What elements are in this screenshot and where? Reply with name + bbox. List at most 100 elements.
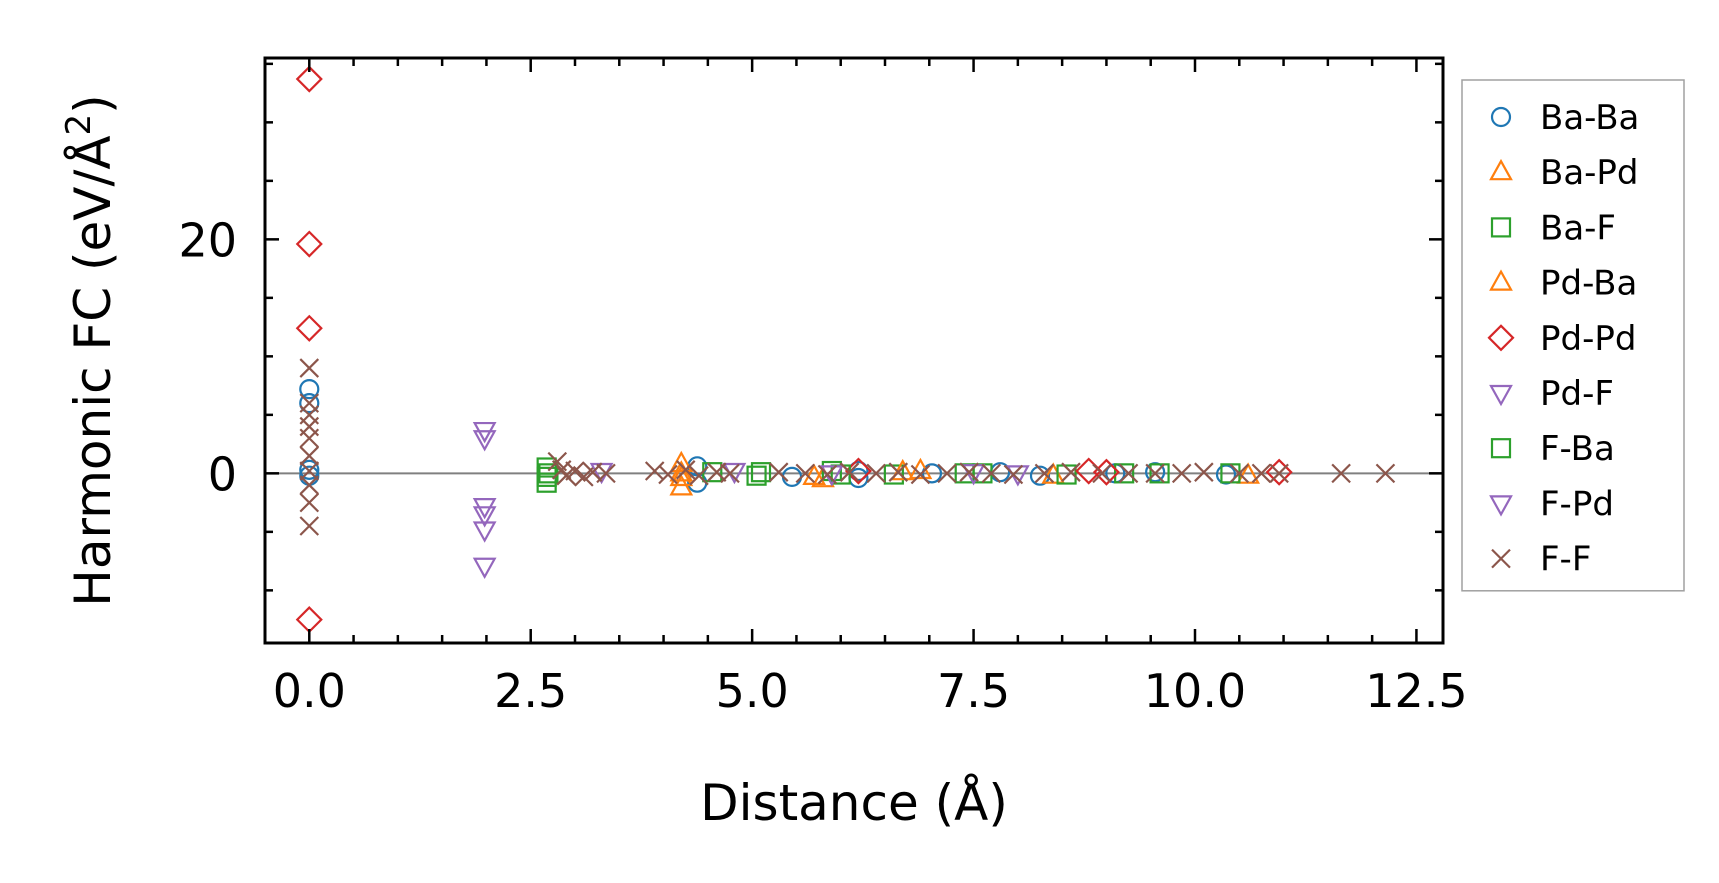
data-point	[295, 65, 323, 93]
data-point	[299, 446, 320, 466]
data-point	[959, 462, 979, 482]
x-axis-label: Distance (Å)	[700, 774, 1008, 832]
data-point	[1003, 464, 1024, 485]
legend-item: Pd-Ba	[1489, 264, 1637, 304]
y-axis-label: Harmonic FC (eV/Å2)	[59, 94, 122, 606]
data-point	[1149, 463, 1170, 484]
legend-label: F-Pd	[1540, 484, 1614, 524]
y-axis-label-superscript: 2	[59, 114, 99, 136]
y-axis-label-close: )	[64, 94, 122, 114]
data-point	[299, 516, 320, 536]
data-point	[1061, 462, 1081, 482]
data-point	[472, 557, 497, 580]
data-point	[299, 459, 320, 480]
data-point	[299, 428, 320, 449]
legend-item: F-Pd	[1489, 484, 1614, 524]
data-point	[472, 506, 497, 528]
data-point	[669, 464, 694, 487]
legend-label: F-F	[1540, 540, 1591, 580]
data-point	[839, 462, 860, 482]
data-point	[768, 462, 789, 482]
data-point	[1265, 458, 1293, 486]
data-point	[1331, 463, 1351, 484]
data-point	[1056, 464, 1077, 485]
data-point	[781, 466, 803, 487]
data-point	[472, 430, 497, 452]
legend-marker	[1489, 495, 1513, 517]
data-point	[1114, 463, 1135, 484]
data-point	[1034, 463, 1055, 484]
legend: Ba-Ba Ba-Pd Ba-F Pd-Ba Pd-Pd Pd-F F-Ba F-Pd F-F	[1461, 79, 1685, 592]
data-point	[750, 462, 772, 483]
legend-item: Pd-Pd	[1487, 319, 1636, 359]
series-pd-f	[472, 421, 497, 580]
data-point	[1118, 463, 1139, 484]
legend-marker	[1490, 438, 1512, 459]
data-point	[802, 463, 827, 485]
legend-label: F-Ba	[1540, 429, 1615, 469]
series-ba-ba	[299, 379, 1237, 493]
legend-label: Pd-F	[1540, 374, 1614, 414]
data-point	[1269, 463, 1289, 484]
legend-item: F-F	[1491, 540, 1591, 580]
y-tick-label: 20	[178, 213, 237, 267]
series-f-f	[299, 358, 1396, 536]
data-point	[299, 379, 320, 400]
data-point	[1236, 462, 1261, 484]
legend-marker	[1489, 269, 1513, 291]
y-axis-label-main: Harmonic FC (eV/Å	[64, 135, 122, 606]
legend-label: Pd-Pd	[1540, 319, 1636, 359]
legend-marker	[1489, 384, 1513, 407]
axes: 0.0 2.5 5.0 7.5 10.0 12.5 0 20 Distance (Å) Harmo…	[59, 56, 1468, 832]
data-point	[565, 461, 585, 481]
y-tick-label: 0	[208, 447, 237, 501]
data-point	[866, 463, 886, 484]
data-point	[1229, 463, 1250, 484]
data-point	[295, 230, 323, 258]
data-point	[888, 462, 909, 482]
data-point	[1215, 464, 1237, 485]
legend-label: Ba-Ba	[1540, 98, 1639, 138]
x-tick-label: 5.0	[716, 664, 789, 718]
data-point	[817, 464, 838, 485]
legend-marker	[1487, 324, 1515, 352]
data-point	[795, 463, 816, 484]
legend-marker	[1490, 106, 1512, 128]
x-tick-label: 2.5	[494, 664, 567, 718]
data-point	[1171, 463, 1192, 484]
data-point	[299, 358, 320, 378]
data-point	[644, 461, 665, 481]
data-point	[1029, 465, 1051, 486]
data-point	[596, 463, 616, 484]
data-point	[299, 461, 320, 481]
x-tick-label: 0.0	[273, 664, 346, 718]
data-point	[1145, 463, 1165, 484]
x-tick-label: 7.5	[937, 664, 1010, 718]
legend-label: Ba-F	[1540, 208, 1616, 248]
data-points	[295, 65, 1396, 634]
legend-item: Ba-F	[1490, 208, 1616, 248]
legend-label: Pd-Ba	[1540, 264, 1637, 304]
legend-label: Ba-Pd	[1540, 153, 1639, 193]
legend-marker	[1489, 158, 1513, 181]
data-point	[299, 492, 320, 513]
data-point	[937, 463, 957, 484]
data-point	[720, 463, 740, 484]
data-point	[1092, 458, 1120, 486]
data-point	[299, 393, 320, 414]
x-tick-label: 10.0	[1144, 664, 1246, 718]
data-point	[1251, 463, 1272, 484]
data-point	[675, 460, 696, 480]
data-point	[883, 464, 904, 485]
data-point	[1092, 463, 1112, 484]
legend-item: Ba-Pd	[1489, 153, 1639, 193]
data-point	[1194, 462, 1214, 482]
x-tick-label: 12.5	[1365, 664, 1467, 718]
data-point	[658, 464, 678, 485]
data-point	[299, 475, 320, 495]
series-ba-f	[536, 457, 1241, 493]
data-point	[669, 450, 694, 473]
data-point	[472, 521, 497, 543]
legend-item: Pd-F	[1489, 374, 1614, 414]
